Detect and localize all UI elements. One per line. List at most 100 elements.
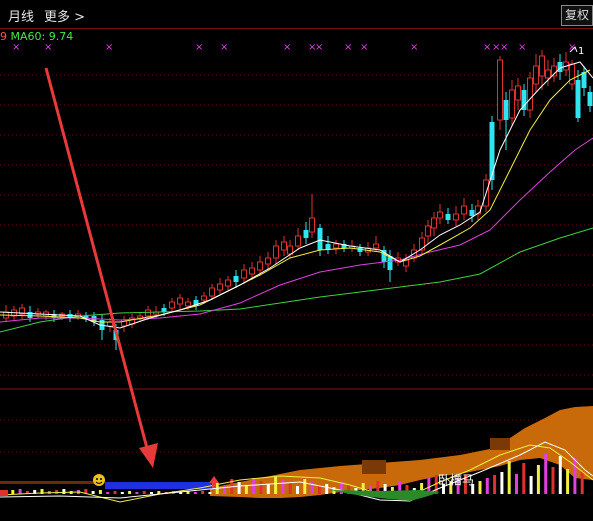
candle-body	[533, 65, 539, 85]
price-tag: 1	[578, 46, 584, 57]
histogram-bar	[201, 491, 205, 494]
candle-body	[381, 250, 387, 262]
signal-band	[105, 482, 213, 489]
candle-body	[497, 59, 503, 121]
svg-text:×: ×	[308, 42, 316, 53]
histogram-bar	[135, 492, 139, 494]
kline-chart[interactable]: × × × × × × ×× × × × × × × × × 卧槽马 1	[0, 28, 593, 521]
candle-body	[27, 312, 33, 318]
candle-body	[587, 92, 593, 106]
annotation-arrow	[44, 67, 158, 468]
candle-body	[539, 55, 545, 77]
candle-body	[281, 241, 287, 251]
candle-body	[557, 62, 563, 72]
histogram-bar	[442, 484, 445, 494]
histogram-bar	[18, 489, 22, 494]
histogram-bar	[288, 483, 292, 494]
candle-body	[333, 243, 339, 249]
histogram-bar	[106, 492, 110, 494]
histogram-bar	[274, 477, 278, 494]
histogram-bar	[237, 482, 241, 494]
histogram-bar	[500, 472, 504, 494]
ma60-value: MA60: 9.74	[10, 30, 74, 43]
histogram-bar	[84, 489, 88, 494]
histogram-bar	[339, 482, 343, 494]
histogram-bar	[157, 491, 161, 494]
histogram-bar	[186, 491, 190, 494]
negative-area	[330, 490, 440, 501]
period-selector[interactable]: 月线	[8, 10, 35, 25]
histogram-bar	[536, 465, 540, 494]
energy-area	[210, 406, 593, 498]
svg-text:×: ×	[410, 42, 418, 53]
histogram-bar	[266, 484, 270, 494]
histogram-bar	[128, 491, 132, 494]
candle-body	[387, 256, 393, 270]
base-band	[0, 481, 98, 484]
svg-text:×: ×	[568, 42, 576, 53]
histogram-bar	[383, 484, 387, 494]
candle-body	[317, 228, 323, 250]
candle-body	[461, 205, 467, 215]
histogram-bar	[390, 487, 394, 494]
histogram-bar	[223, 486, 226, 494]
candle-body	[309, 217, 315, 233]
candle-body	[437, 211, 443, 219]
candle-body	[357, 248, 363, 252]
svg-text:×: ×	[360, 42, 368, 53]
histogram-bar	[259, 481, 263, 494]
svg-text:×: ×	[492, 42, 500, 53]
histogram-bar	[62, 489, 66, 494]
candlestick-series	[3, 50, 593, 350]
candle-body	[209, 287, 215, 297]
histogram-bar	[310, 482, 314, 494]
histogram-bar	[449, 481, 453, 494]
more-menu[interactable]: 更多 >	[44, 10, 86, 25]
histogram-bars	[4, 454, 584, 494]
svg-text:×: ×	[483, 42, 491, 53]
candle-body	[515, 85, 521, 101]
histogram-bar	[113, 491, 117, 494]
candle-body	[273, 245, 279, 259]
smiley-icon	[93, 474, 105, 486]
restore-rights-button[interactable]: 复权	[561, 5, 593, 26]
candle-body	[581, 72, 587, 88]
candle-body	[19, 307, 25, 315]
svg-text:×: ×	[12, 42, 20, 53]
svg-text:×: ×	[344, 42, 352, 53]
ma-long-line	[0, 227, 593, 333]
candle-body	[287, 245, 293, 255]
candle-body	[453, 213, 459, 221]
candle-body	[373, 243, 379, 249]
svg-text:×: ×	[105, 42, 113, 53]
candle-body	[295, 235, 301, 247]
histogram-bar	[507, 461, 511, 494]
svg-text:×: ×	[195, 42, 203, 53]
histogram-bar	[98, 490, 102, 494]
histogram-bar	[566, 469, 570, 494]
candle-body	[509, 89, 515, 119]
histogram-bar	[244, 485, 248, 494]
svg-text:×: ×	[220, 42, 228, 53]
histogram-bar	[55, 490, 59, 494]
histogram-bar	[456, 478, 460, 494]
candle-body	[419, 237, 425, 251]
price-tag-pointer	[569, 46, 578, 53]
histogram-bar	[303, 479, 307, 494]
histogram-bar	[427, 478, 431, 494]
histogram-bar	[478, 481, 482, 494]
svg-text:×: ×	[518, 42, 526, 53]
indicator-prefix: 9	[0, 30, 7, 43]
candle-body	[161, 308, 167, 312]
histogram-bar	[544, 454, 548, 494]
candle-body	[431, 217, 437, 229]
candle-body	[83, 316, 89, 318]
histogram-bar	[558, 456, 562, 494]
price-grid	[0, 74, 593, 376]
candle-body	[169, 301, 175, 309]
histogram-bar	[376, 481, 380, 494]
candle-body	[425, 225, 431, 237]
histogram-bar	[515, 474, 518, 494]
histogram-bar	[179, 492, 183, 494]
ma-short-line	[0, 61, 593, 329]
